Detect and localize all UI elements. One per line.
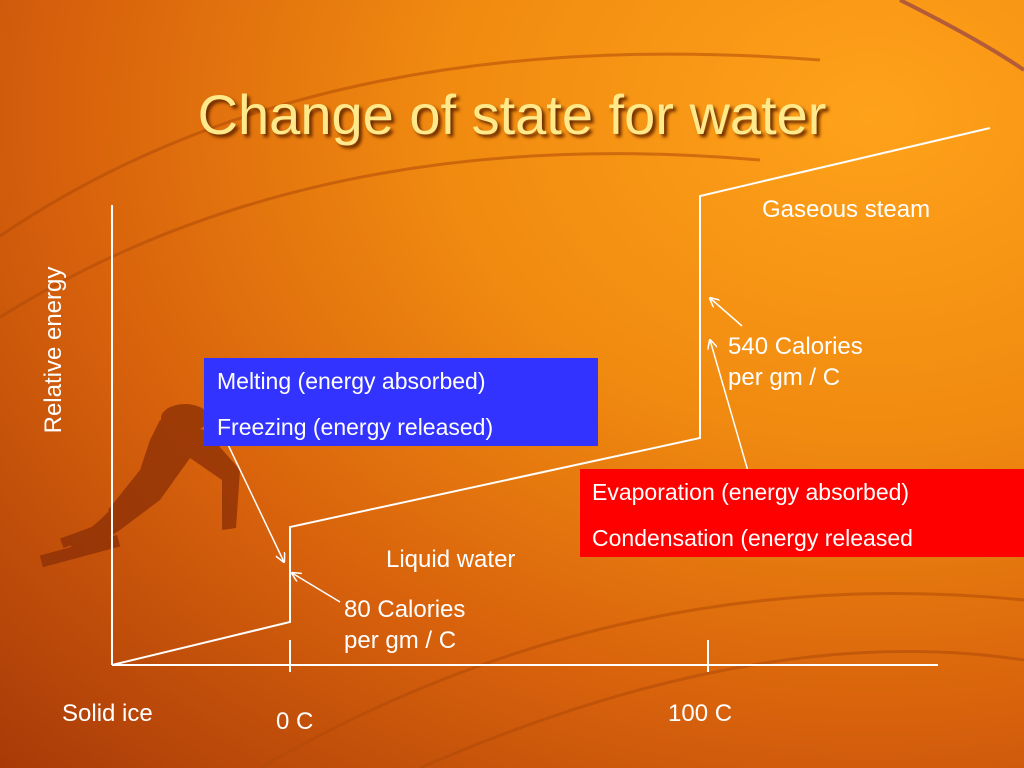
slide-title: Change of state for water xyxy=(197,83,827,146)
label-temp-melt: 0 C xyxy=(276,708,314,735)
evaporation-box-line1: Evaporation (energy absorbed) xyxy=(592,479,910,505)
melting-arrow xyxy=(221,431,284,562)
heat-vaporization-line1: 540 Calories xyxy=(728,333,863,360)
melting-box: Melting (energy absorbed) Freezing (ener… xyxy=(204,358,598,446)
y-axis-label: Relative energy xyxy=(40,266,67,434)
evaporation-box-line2: Condensation (energy released xyxy=(592,525,913,551)
label-solid-ice: Solid ice xyxy=(62,700,153,727)
evaporation-box: Evaporation (energy absorbed) Condensati… xyxy=(580,469,1024,557)
evaporation-arrow xyxy=(710,340,751,479)
heat-fusion-line2: per gm / C xyxy=(344,627,457,654)
heat-fusion-line1: 80 Calories xyxy=(344,596,466,623)
label-temp-boil: 100 C xyxy=(668,700,733,727)
fusion-arrow xyxy=(292,573,341,603)
heat-vaporization-line2: per gm / C xyxy=(728,364,841,391)
heating-curve xyxy=(111,127,991,666)
melting-box-line2: Freezing (energy released) xyxy=(217,414,494,440)
vaporization-arrow xyxy=(710,298,743,327)
label-liquid-water: Liquid water xyxy=(386,546,516,573)
label-gaseous-steam: Gaseous steam xyxy=(762,196,931,223)
runner-silhouette xyxy=(39,404,240,568)
melting-box-line1: Melting (energy absorbed) xyxy=(217,368,486,394)
